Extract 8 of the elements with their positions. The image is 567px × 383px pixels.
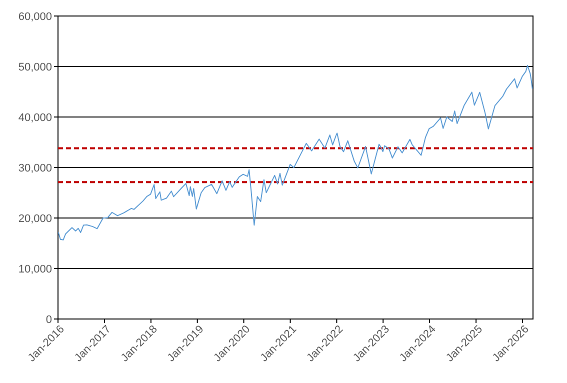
y-tick-label: 0 — [46, 314, 52, 326]
y-tick-label: 50,000 — [18, 61, 52, 74]
y-tick-label: 10,000 — [18, 263, 52, 276]
y-tick-label: 30,000 — [18, 162, 52, 174]
y-tick-label: 60,000 — [18, 10, 52, 23]
y-tick-label: 20,000 — [18, 212, 52, 225]
line-series — [58, 64, 533, 240]
y-tick-label: 40,000 — [18, 112, 52, 124]
